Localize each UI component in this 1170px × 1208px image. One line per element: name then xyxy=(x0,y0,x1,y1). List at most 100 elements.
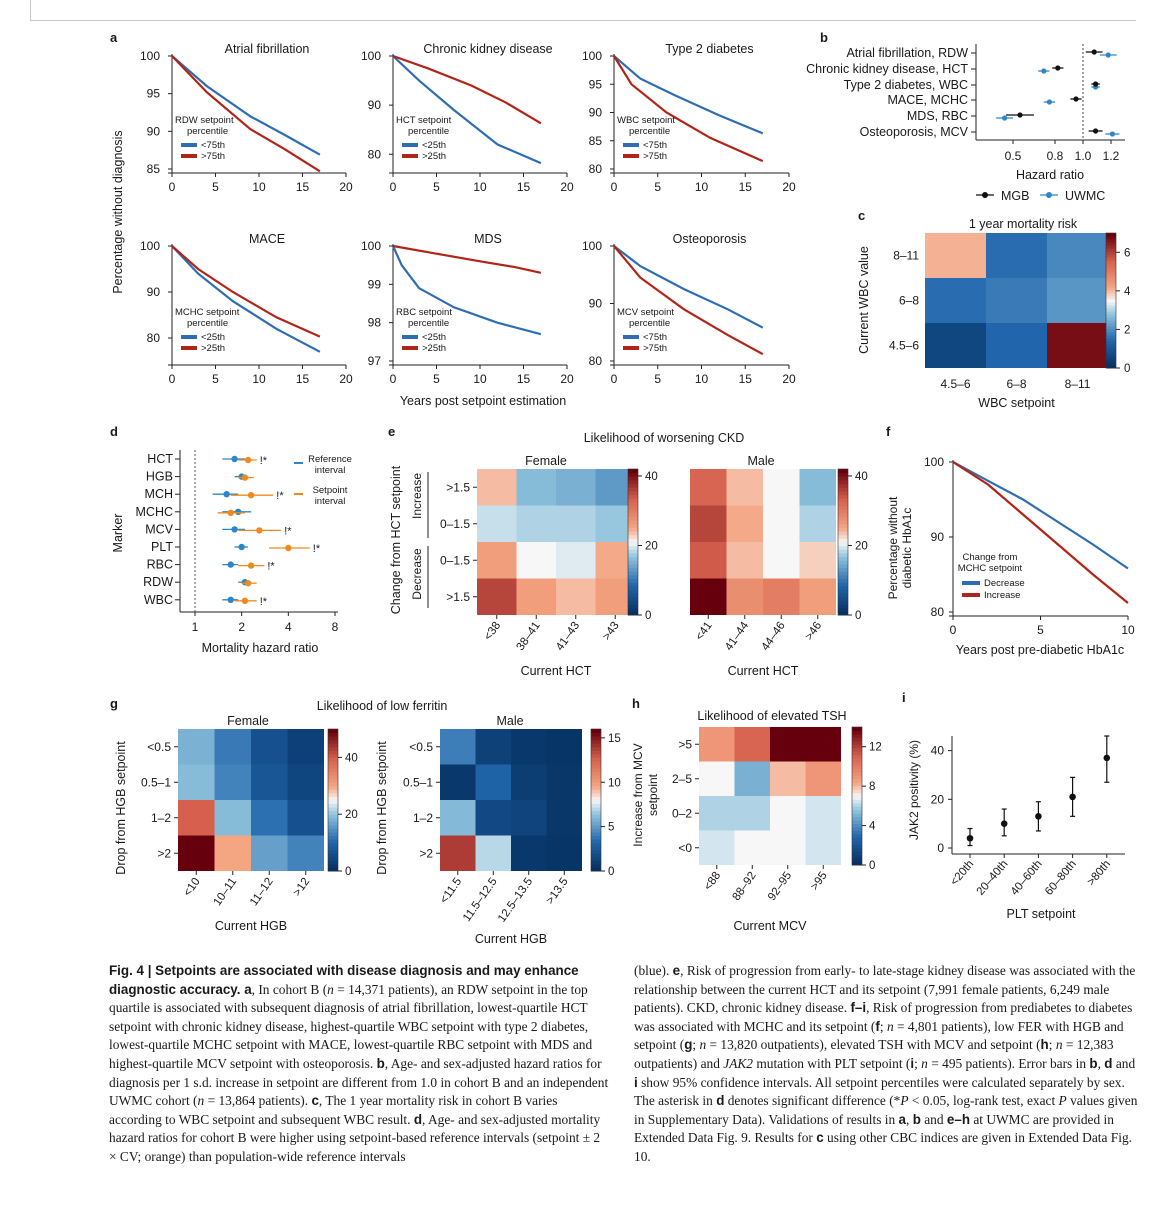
panel-g-female-col-label: 10–11 xyxy=(212,876,240,908)
panel-h-colorbar-segment xyxy=(852,833,862,838)
panel-a-y-tick-label: 100 xyxy=(361,239,381,253)
panel-a-subplot-title: Type 2 diabetes xyxy=(665,42,753,56)
panel-a-legend-swatch xyxy=(623,143,639,147)
panel-c-colorbar-segment xyxy=(1106,269,1116,273)
panel-h-colorbar-segment xyxy=(852,771,862,776)
panel-d-setpoint-point xyxy=(247,562,255,569)
panel-g-female-colorbar-label: 40 xyxy=(345,752,358,764)
panel-e-male-colorbar-segment xyxy=(838,531,848,536)
panel-g-male-colorbar-segment xyxy=(591,789,601,794)
panel-g-male-colorbar-segment xyxy=(591,835,601,840)
panel-a-legend-title: MCV setpoint xyxy=(617,307,674,318)
panel-letter-d: d xyxy=(110,424,118,439)
panel-h-colorbar-segment xyxy=(852,751,862,756)
panel-e-female-col-label: >43 xyxy=(601,620,622,643)
panel-d-x-label: Mortality hazard ratio xyxy=(202,641,319,655)
panel-h-colorbar-segment xyxy=(852,775,862,780)
panel-a-x-tick-label: 20 xyxy=(782,180,796,194)
panel-d-legend-label: interval xyxy=(315,465,346,476)
panel-b-row-label: MACE, MCHC xyxy=(887,93,968,107)
panel-e-male-cell xyxy=(690,505,727,542)
panel-h-cell xyxy=(699,830,735,865)
panel-g-male-colorbar-segment xyxy=(591,863,601,868)
panel-a-legend-swatch xyxy=(181,335,197,339)
panel-c-colorbar-segment xyxy=(1106,263,1116,267)
panel-d-setpoint-point xyxy=(241,597,249,604)
panel-g-male-row-label: <0.5 xyxy=(409,740,433,754)
panel-c-colorbar-segment xyxy=(1106,332,1116,336)
panel-g-male-colorbar-segment xyxy=(591,753,601,758)
panel-a-legend-swatch xyxy=(402,335,418,339)
panel-g-female-colorbar-label: 20 xyxy=(345,809,358,821)
panel-f-x-tick-label: 0 xyxy=(950,623,957,637)
panel-e-male-colorbar-segment xyxy=(838,542,848,547)
panel-e-male-colorbar-segment xyxy=(838,538,848,543)
panel-c-colorbar-segment xyxy=(1106,302,1116,306)
panel-letter-i: i xyxy=(902,690,906,705)
panel-e-female-col-label: 38–41 xyxy=(515,620,543,653)
panel-b-uwmc-point xyxy=(1046,99,1052,105)
panel-e-male-colorbar-segment xyxy=(838,476,848,481)
panel-e-male-colorbar-segment xyxy=(838,604,848,609)
panel-letter-b: b xyxy=(820,30,828,45)
panel-h-colorbar-segment xyxy=(852,730,862,735)
panel-c-cell xyxy=(1047,278,1108,323)
panel-e-male-colorbar-segment xyxy=(838,516,848,521)
panel-letter-a: a xyxy=(110,30,118,45)
panel-letter-c: c xyxy=(858,208,865,223)
panel-e-female-colorbar-segment xyxy=(628,512,638,517)
panel-e-female-row-label: 0–1.5 xyxy=(440,553,470,567)
panel-f-y-label: Percentage without xyxy=(886,496,900,599)
panel-b-mgb-point xyxy=(1093,81,1099,87)
panel-e-male-colorbar-segment xyxy=(838,596,848,601)
panel-c-colorbar-segment xyxy=(1106,305,1116,309)
panel-a-x-tick-label: 0 xyxy=(169,180,176,194)
panel-a-legend-label: <25th xyxy=(201,332,225,343)
panel-a-x-tick-label: 0 xyxy=(390,372,397,386)
panel-a-x-tick-label: 15 xyxy=(517,372,531,386)
panel-h-colorbar-segment xyxy=(852,809,862,814)
panel-c-cell xyxy=(1047,323,1108,368)
panel-e-female-colorbar-label: 20 xyxy=(645,540,658,552)
panel-c-colorbar-segment xyxy=(1106,365,1116,369)
panel-g-male-colorbar-segment xyxy=(591,807,601,812)
panel-d-significance-mark: !* xyxy=(284,525,292,537)
panel-g-female-colorbar-segment xyxy=(328,817,338,822)
panel-a-y-tick-label: 85 xyxy=(147,162,161,176)
panel-d-setpoint-point xyxy=(285,544,292,552)
panel-g-female-title: Female xyxy=(227,714,269,728)
panel-e-male-colorbar-segment xyxy=(838,552,848,558)
panel-a-y-tick-label: 100 xyxy=(582,239,602,253)
panel-e-male-colorbar-label: 0 xyxy=(855,610,861,622)
panel-i-x-label: PLT setpoint xyxy=(1006,907,1076,921)
panel-c-cell xyxy=(1047,233,1108,278)
panel-h-colorbar-segment xyxy=(852,799,862,804)
panel-e-male-cell xyxy=(763,505,800,542)
panel-g-female-cell xyxy=(251,800,288,836)
panel-g-male-y-label: Drop from HGB setpoint xyxy=(375,741,389,875)
panel-e-female-cell xyxy=(516,542,556,579)
panel-h-cell xyxy=(734,796,770,831)
panel-e-female-title: Female xyxy=(525,454,567,468)
panel-a-x-tick-label: 20 xyxy=(782,372,796,386)
panel-e-male-colorbar-segment xyxy=(838,563,848,569)
panel-h-colorbar-segment xyxy=(852,764,862,769)
panel-c-colorbar-segment xyxy=(1106,329,1116,333)
panel-g-female-cell xyxy=(214,835,251,871)
panel-b-uwmc-point xyxy=(1041,68,1047,74)
panel-f-legend-title: Change from xyxy=(963,552,1018,563)
panel-g-female-colorbar-segment xyxy=(328,867,338,872)
panel-g-female-row-label: 0.5–1 xyxy=(141,775,171,789)
panel-a-curve-red xyxy=(613,55,764,163)
panel-e-female-cell xyxy=(477,505,517,542)
panel-h-cell xyxy=(770,761,806,796)
panel-e-male-colorbar-segment xyxy=(838,505,848,510)
panel-g-female-colorbar-segment xyxy=(328,771,338,776)
panel-e-female-colorbar-label: 40 xyxy=(645,471,658,483)
panel-i-y-label: JAK2 positivity (%) xyxy=(907,740,921,840)
panel-e-male-cell xyxy=(763,542,800,579)
panel-e-female-colorbar-segment xyxy=(628,527,638,532)
panel-f-x-label: Years post pre-diabetic HbA1c xyxy=(956,643,1124,657)
panel-g-male-colorbar-segment xyxy=(591,810,601,815)
panel-e-title: Likelihood of worsening CKD xyxy=(584,431,745,445)
